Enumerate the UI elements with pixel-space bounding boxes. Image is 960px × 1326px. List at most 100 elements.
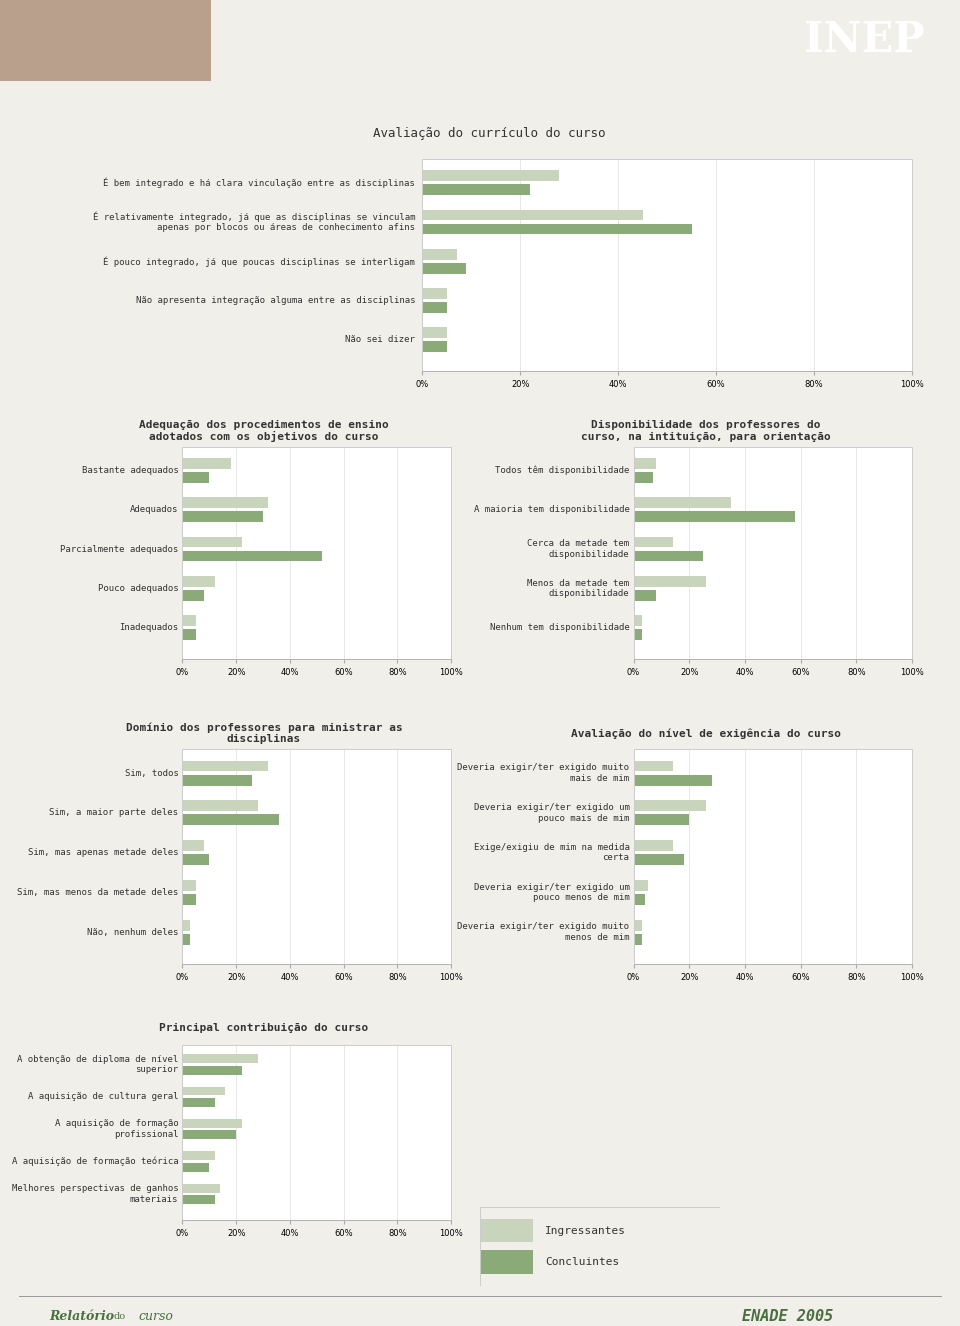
Bar bbox=[634, 629, 642, 640]
Bar bbox=[182, 512, 263, 522]
Bar bbox=[182, 801, 257, 812]
Bar bbox=[634, 880, 647, 891]
Bar bbox=[182, 1098, 215, 1107]
Bar bbox=[0, 0, 211, 81]
Text: Não apresenta integração alguma entre as disciplinas: Não apresenta integração alguma entre as… bbox=[135, 296, 415, 305]
Bar bbox=[182, 854, 209, 865]
Text: Adequados: Adequados bbox=[130, 505, 179, 514]
Text: Parcialmente adequados: Parcialmente adequados bbox=[60, 545, 179, 553]
Bar bbox=[634, 472, 653, 483]
Text: Sim, mas apenas metade deles: Sim, mas apenas metade deles bbox=[28, 849, 179, 857]
Text: A obtenção de diploma de nível
superior: A obtenção de diploma de nível superior bbox=[17, 1054, 179, 1074]
Bar bbox=[634, 801, 706, 812]
Bar bbox=[422, 288, 446, 298]
Text: Avaliação do currículo do curso: Avaliação do currículo do curso bbox=[373, 127, 606, 139]
Bar bbox=[182, 615, 196, 626]
Bar bbox=[634, 447, 912, 659]
Text: Avaliação do nível de exigência do curso: Avaliação do nível de exigência do curso bbox=[570, 728, 841, 739]
Bar bbox=[182, 761, 269, 772]
Text: curso: curso bbox=[138, 1310, 173, 1323]
Bar bbox=[182, 1054, 257, 1063]
Text: É bem integrado e há clara vinculação entre as disciplinas: É bem integrado e há clara vinculação en… bbox=[104, 178, 415, 188]
Bar bbox=[182, 1086, 226, 1095]
Text: Concluintes: Concluintes bbox=[544, 1257, 619, 1268]
Bar bbox=[182, 537, 242, 548]
Bar bbox=[422, 224, 691, 235]
Text: Melhores perspectivas de ganhos
materiais: Melhores perspectivas de ganhos materiai… bbox=[12, 1184, 179, 1204]
Bar bbox=[182, 497, 269, 508]
Bar bbox=[634, 761, 673, 772]
Text: Não sei dizer: Não sei dizer bbox=[346, 335, 415, 345]
Bar bbox=[182, 1163, 209, 1172]
Bar bbox=[182, 590, 204, 601]
Bar bbox=[634, 590, 656, 601]
Bar bbox=[634, 854, 684, 865]
Bar bbox=[182, 629, 196, 640]
Bar bbox=[422, 249, 457, 260]
Text: Adequação dos procedimentos de ensino
adotados com os objetivos do curso: Adequação dos procedimentos de ensino ad… bbox=[139, 419, 389, 443]
Text: do: do bbox=[114, 1313, 126, 1321]
Text: ENADE 2005: ENADE 2005 bbox=[741, 1309, 833, 1325]
Text: A maioria tem disponibilidade: A maioria tem disponibilidade bbox=[473, 505, 630, 514]
Text: Exige/exigiu de mim na medida
certa: Exige/exigiu de mim na medida certa bbox=[473, 843, 630, 862]
Bar bbox=[422, 159, 912, 371]
Bar bbox=[182, 1119, 242, 1128]
Bar bbox=[634, 615, 642, 626]
Text: Principal contribuição do curso: Principal contribuição do curso bbox=[159, 1022, 369, 1033]
Bar bbox=[634, 497, 732, 508]
Bar bbox=[182, 880, 196, 891]
Bar bbox=[634, 457, 656, 469]
Text: Não, nenhum deles: Não, nenhum deles bbox=[87, 928, 179, 936]
Bar bbox=[182, 934, 190, 944]
Text: Ingressantes: Ingressantes bbox=[544, 1225, 626, 1236]
Bar bbox=[422, 263, 467, 273]
Bar bbox=[422, 210, 643, 220]
Bar bbox=[182, 550, 323, 561]
Bar bbox=[422, 302, 446, 313]
Text: Disponibilidade dos professores do
curso, na intituição, para orientação: Disponibilidade dos professores do curso… bbox=[581, 420, 830, 442]
Text: INEP: INEP bbox=[804, 20, 924, 61]
Bar bbox=[182, 749, 451, 964]
Text: A aquisição de formação teórica: A aquisição de formação teórica bbox=[12, 1156, 179, 1167]
Bar bbox=[182, 457, 230, 469]
Bar bbox=[634, 512, 795, 522]
Text: Nenhum tem disponibilidade: Nenhum tem disponibilidade bbox=[490, 623, 630, 633]
Text: Sim, a maior parte deles: Sim, a maior parte deles bbox=[49, 809, 179, 817]
Bar bbox=[634, 894, 645, 904]
Bar bbox=[480, 1219, 533, 1242]
Text: Relatório: Relatório bbox=[49, 1310, 114, 1323]
Text: Pouco adequados: Pouco adequados bbox=[98, 583, 179, 593]
Text: Domínio dos professores para ministrar as
disciplinas: Domínio dos professores para ministrar a… bbox=[126, 723, 402, 744]
Text: Deveria exigir/ter exigido um
pouco menos de mim: Deveria exigir/ter exigido um pouco meno… bbox=[473, 883, 630, 902]
Text: É pouco integrado, já que poucas disciplinas se interligam: É pouco integrado, já que poucas discipl… bbox=[104, 256, 415, 267]
Text: Deveria exigir/ter exigido um
pouco mais de mim: Deveria exigir/ter exigido um pouco mais… bbox=[473, 804, 630, 822]
Bar bbox=[182, 1195, 215, 1204]
Bar bbox=[182, 841, 204, 851]
Bar bbox=[182, 774, 252, 785]
Text: Deveria exigir/ter exigido muito
menos de mim: Deveria exigir/ter exigido muito menos d… bbox=[457, 923, 630, 941]
Bar bbox=[634, 920, 642, 931]
Text: Bastante adequados: Bastante adequados bbox=[82, 465, 179, 475]
Bar bbox=[422, 170, 560, 182]
Bar bbox=[182, 1151, 215, 1160]
Bar bbox=[634, 575, 706, 586]
Bar bbox=[182, 894, 196, 904]
Bar bbox=[182, 575, 215, 586]
Text: Cerca da metade tem
disponibilidade: Cerca da metade tem disponibilidade bbox=[527, 540, 630, 558]
Text: Sim, mas menos da metade deles: Sim, mas menos da metade deles bbox=[17, 888, 179, 896]
Text: Menos da metade tem
disponibilidade: Menos da metade tem disponibilidade bbox=[527, 578, 630, 598]
Text: É relativamente integrado, já que as disciplinas se vinculam
apenas por blocos o: É relativamente integrado, já que as dis… bbox=[92, 212, 415, 232]
Bar bbox=[182, 1184, 220, 1192]
Bar bbox=[182, 447, 451, 659]
Text: A aquisição de formação
profissional: A aquisição de formação profissional bbox=[55, 1119, 179, 1139]
Bar bbox=[422, 184, 530, 195]
Bar bbox=[634, 749, 912, 964]
Bar bbox=[182, 920, 190, 931]
Bar bbox=[634, 841, 673, 851]
Bar bbox=[182, 814, 279, 825]
Bar bbox=[182, 472, 209, 483]
Bar bbox=[182, 1045, 451, 1220]
Bar bbox=[480, 1250, 533, 1274]
Text: Inadequados: Inadequados bbox=[119, 623, 179, 633]
Bar bbox=[634, 537, 673, 548]
